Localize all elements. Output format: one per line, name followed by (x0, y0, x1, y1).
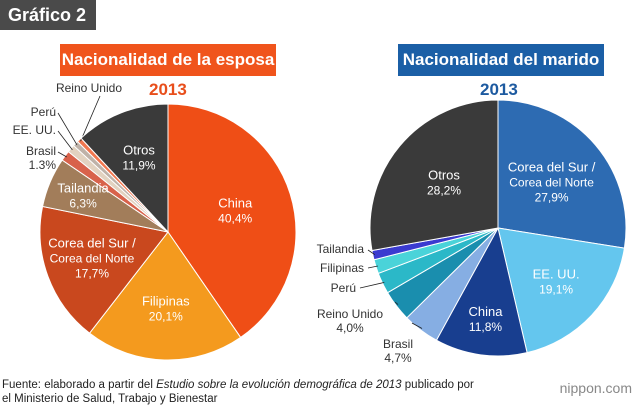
figure-label: Gráfico 2 (0, 0, 96, 30)
label-husband-filipinas: Filipinas (320, 261, 364, 275)
leader-wife-reino-unido (80, 95, 101, 142)
source-title: Estudio sobre la evolución demográfica d… (156, 379, 402, 391)
label-wife-peru: Perú (31, 105, 56, 119)
label-wife-corea-del-sur-corea-del-norte: Corea del Sur / Corea del Norte 17,7% (48, 236, 136, 281)
slice-wife-corea-del-sur-corea-del-norte (39, 205, 169, 334)
label-husband-brasil: Brasil 4,7% (383, 337, 413, 365)
label-husband-ee-uu: EE. UU. 19,1% (533, 267, 580, 297)
leader-husband-filipinas (367, 265, 378, 269)
leader-wife-brasil (57, 151, 67, 158)
brand-logo: nippon.com (559, 380, 632, 396)
label-wife-brasil: Brasil 1.3% (26, 144, 56, 172)
wife-chart-year: 2013 (149, 80, 187, 99)
label-wife-ee-uu: EE. UU. (13, 123, 56, 137)
label-wife-reino-unido: Reino Unido (56, 81, 122, 95)
husband-chart-title: Nacionalidad del marido (398, 44, 604, 76)
label-wife-otros: Otros 11,9% (122, 143, 155, 173)
label-husband-peru: Perú (331, 281, 356, 295)
label-husband-reino-unido: Reino Unido 4,0% (317, 307, 383, 335)
source-line2: el Ministerio de Salud, Trabajo y Bienes… (2, 393, 218, 405)
slice-husband-ee-uu (497, 227, 625, 354)
label-husband-tailandia: Tailandia (317, 242, 365, 256)
label-wife-china: China 40,4% (218, 196, 253, 226)
slice-husband-corea-del-sur-corea-del-norte (497, 99, 627, 249)
source-note: Fuente: elaborado a partir del Estudio s… (2, 378, 542, 406)
wife-chart-title: Nacionalidad de la esposa (60, 44, 276, 76)
leader-husband-reino-unido (394, 301, 399, 305)
leader-wife-ee-uu (57, 130, 73, 151)
label-wife-filipinas: Filipinas 20,1% (142, 293, 190, 323)
label-husband-otros: Otros 28,2% (427, 167, 461, 197)
source-suffix: publicado por (401, 379, 474, 391)
label-husband-corea-del-sur-corea-del-norte: Corea del Sur / Corea del Norte 27,9% (508, 159, 596, 204)
slice-wife-filipinas (88, 231, 242, 361)
slice-wife-otros (80, 103, 169, 234)
husband-chart-year: 2013 (480, 80, 518, 99)
label-wife-tailandia: Tailandia 6,3% (57, 181, 109, 211)
leader-wife-peru (57, 112, 78, 146)
label-husband-china: China 11,8% (469, 304, 504, 334)
slice-wife-china (167, 103, 297, 339)
source-prefix: Fuente: elaborado a partir del (2, 379, 157, 391)
slice-husband-otros (369, 99, 499, 252)
leader-husband-brasil (411, 322, 423, 329)
leader-husband-peru (359, 282, 385, 289)
slice-husband-china (435, 226, 528, 357)
husband-pie: Corea del Sur / Corea del Norte 27,9% EE. U… (317, 99, 627, 365)
leader-husband-tailandia (367, 249, 376, 256)
wife-pie: China 40,4% Filipinas 20,1%Corea del Sur / C… (13, 81, 297, 361)
